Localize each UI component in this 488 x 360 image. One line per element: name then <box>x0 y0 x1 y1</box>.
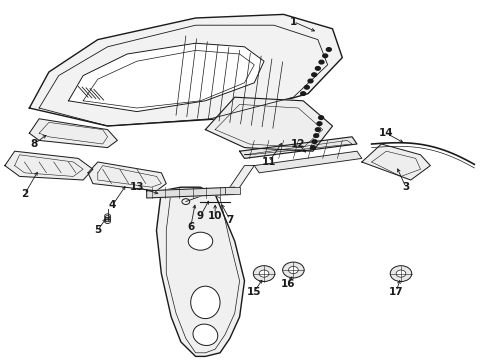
Polygon shape <box>68 43 264 112</box>
Circle shape <box>322 54 327 58</box>
Text: 4: 4 <box>108 200 116 210</box>
Circle shape <box>313 134 318 138</box>
Circle shape <box>310 146 315 149</box>
Bar <box>224 187 239 194</box>
Ellipse shape <box>190 286 220 319</box>
Circle shape <box>316 122 321 125</box>
Circle shape <box>311 140 316 143</box>
Polygon shape <box>224 166 254 194</box>
Polygon shape <box>254 151 361 173</box>
Text: 11: 11 <box>261 157 276 167</box>
Text: 8: 8 <box>31 139 38 149</box>
Ellipse shape <box>193 324 217 346</box>
Circle shape <box>304 86 308 89</box>
Text: 6: 6 <box>187 222 194 232</box>
Circle shape <box>307 79 312 83</box>
Polygon shape <box>239 137 356 158</box>
Text: 1: 1 <box>289 17 296 27</box>
Text: 12: 12 <box>290 139 305 149</box>
Circle shape <box>315 67 320 70</box>
Polygon shape <box>29 119 117 148</box>
Polygon shape <box>5 151 93 180</box>
Text: 7: 7 <box>225 215 233 225</box>
Polygon shape <box>361 144 429 180</box>
Circle shape <box>315 128 320 131</box>
Circle shape <box>253 266 274 282</box>
Circle shape <box>311 73 316 77</box>
Polygon shape <box>146 187 234 198</box>
Circle shape <box>318 116 323 120</box>
Text: 10: 10 <box>207 211 222 221</box>
Text: 5: 5 <box>94 225 101 235</box>
Circle shape <box>395 270 405 277</box>
Circle shape <box>318 60 323 64</box>
Text: 14: 14 <box>378 128 393 138</box>
Polygon shape <box>88 162 166 191</box>
Circle shape <box>282 262 304 278</box>
Text: 9: 9 <box>197 211 203 221</box>
Circle shape <box>326 48 331 51</box>
Text: 17: 17 <box>388 287 403 297</box>
Polygon shape <box>205 97 332 151</box>
Text: 13: 13 <box>129 182 144 192</box>
Circle shape <box>188 232 212 250</box>
Text: 16: 16 <box>281 279 295 289</box>
Text: 3: 3 <box>402 182 408 192</box>
Circle shape <box>288 266 298 274</box>
Text: 15: 15 <box>246 287 261 297</box>
Polygon shape <box>156 187 244 356</box>
Circle shape <box>259 270 268 277</box>
Circle shape <box>389 266 411 282</box>
Text: 2: 2 <box>21 189 28 199</box>
Polygon shape <box>29 14 342 126</box>
Circle shape <box>300 92 305 95</box>
